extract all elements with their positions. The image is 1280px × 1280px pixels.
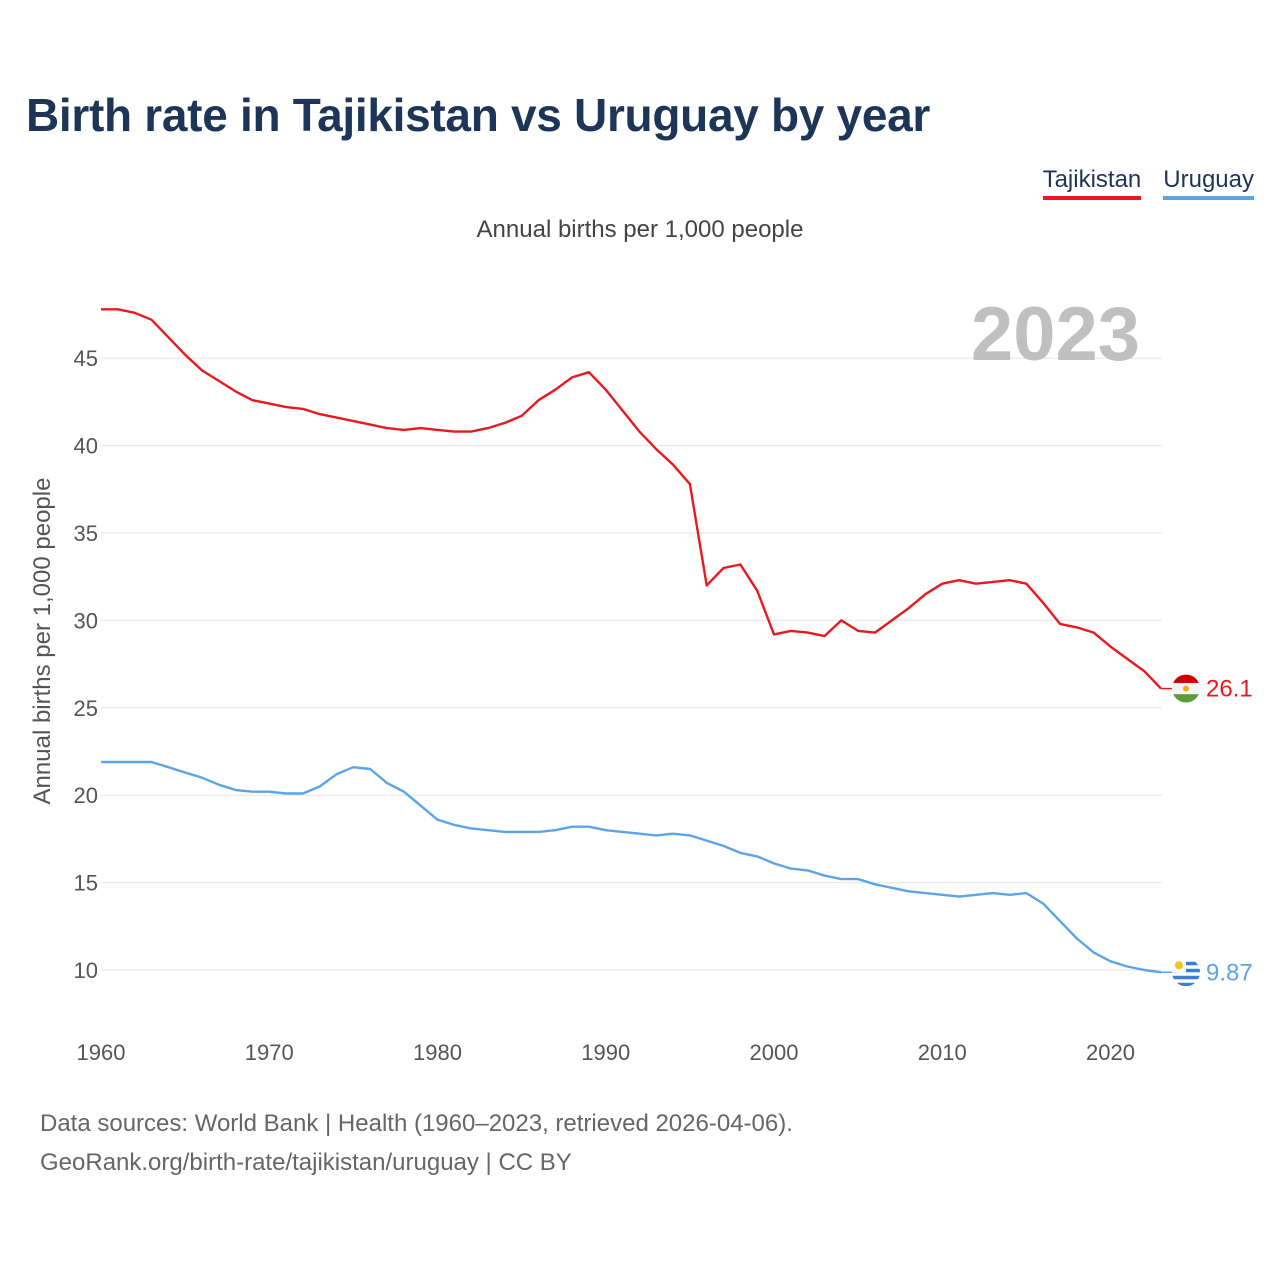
- flag-stripe-blue: [1172, 975, 1200, 980]
- source-link[interactable]: GeoRank.org/birth-rate/tajikistan/urugua…: [40, 1149, 572, 1176]
- x-tick-label: 2000: [750, 1040, 799, 1065]
- x-tick-label: 1990: [581, 1040, 630, 1065]
- flag-crown: [1183, 685, 1189, 692]
- footer: Data sources: World Bank | Health (1960–…: [40, 1104, 793, 1182]
- flag-stripe-green: [1172, 694, 1200, 703]
- tajikistan-flag-icon: [1172, 674, 1200, 703]
- y-tick-label: 15: [74, 871, 98, 896]
- end-value-label-uruguay: 9.87: [1206, 959, 1253, 986]
- y-tick-label: 35: [74, 521, 98, 546]
- y-tick-label: 45: [74, 346, 98, 371]
- data-source-note: Data sources: World Bank | Health (1960–…: [40, 1110, 793, 1137]
- x-tick-label: 2020: [1086, 1040, 1135, 1065]
- chart-subtitle: Annual births per 1,000 people: [476, 216, 804, 243]
- x-tick-label: 1980: [413, 1040, 462, 1065]
- y-axis-title: Annual births per 1,000 people: [29, 478, 56, 805]
- series-line-uruguay: [101, 760, 1162, 974]
- flag-sun: [1175, 961, 1183, 970]
- chart-title: Birth rate in Tajikistan vs Uruguay by y…: [26, 89, 931, 141]
- y-tick-label: 40: [74, 434, 98, 459]
- y-tick-label: 10: [74, 958, 98, 983]
- legend-item-tajikistan[interactable]: Tajikistan: [1042, 166, 1142, 200]
- y-tick-label: 30: [74, 608, 98, 633]
- legend: Tajikistan Uruguay: [1042, 166, 1254, 200]
- flag-stripe-blue: [1172, 982, 1200, 987]
- flag-stripe-red: [1172, 674, 1200, 683]
- end-value-label-tajikistan: 26.1: [1206, 676, 1253, 703]
- y-tick-label: 20: [74, 783, 98, 808]
- x-tick-label: 1960: [77, 1040, 126, 1065]
- series-line-tajikistan: [101, 308, 1162, 690]
- year-watermark: 2023: [971, 292, 1140, 377]
- uruguay-flag-icon: [1172, 958, 1200, 987]
- x-tick-label: 2010: [918, 1040, 967, 1065]
- x-tick-label: 1970: [245, 1040, 294, 1065]
- y-tick-label: 25: [74, 696, 98, 721]
- legend-item-uruguay[interactable]: Uruguay: [1163, 166, 1254, 200]
